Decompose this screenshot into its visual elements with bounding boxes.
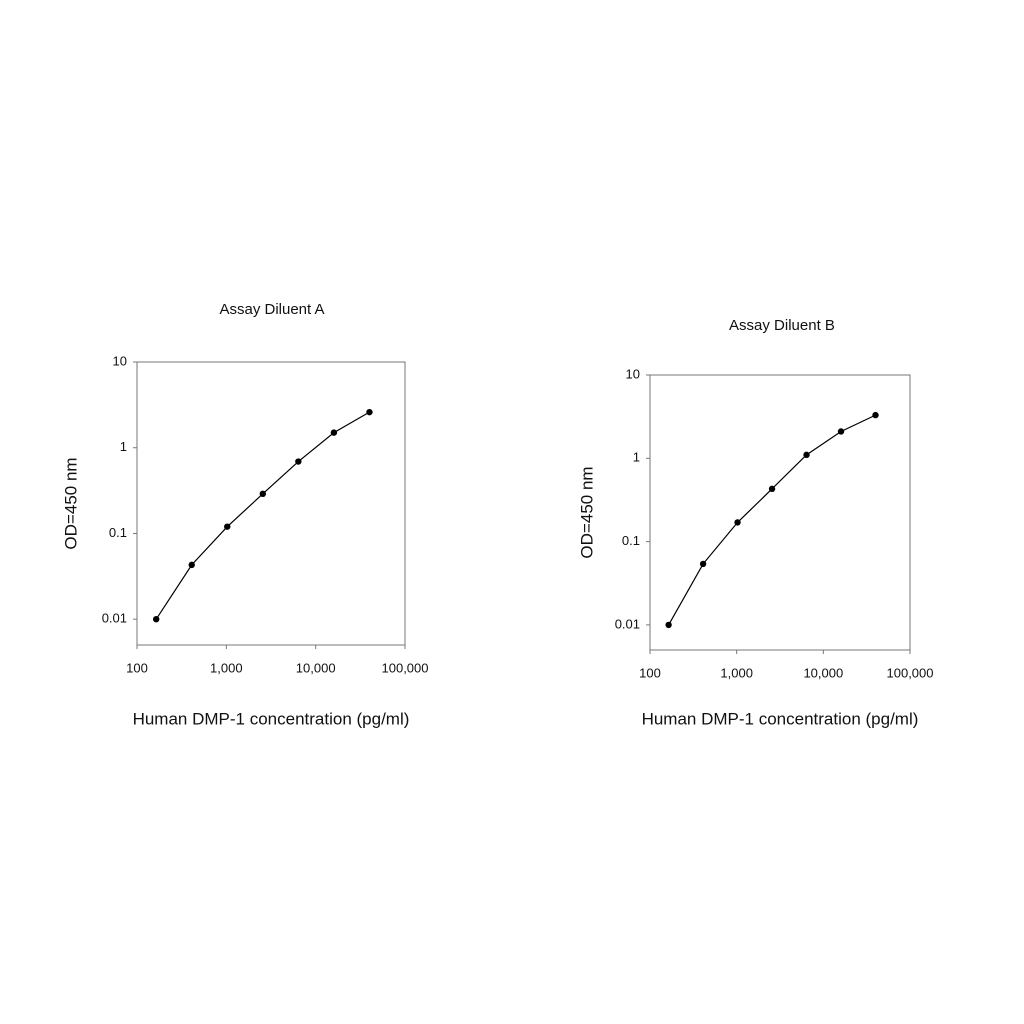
y-tick-label: 10 xyxy=(626,366,640,381)
data-point xyxy=(224,523,231,530)
data-point xyxy=(366,408,373,416)
data-point xyxy=(665,621,672,629)
plot-frame xyxy=(649,374,911,651)
data-point xyxy=(152,615,160,623)
y-axis-label: OD=450 nm xyxy=(577,466,596,558)
y-tick-label: 1 xyxy=(633,450,640,465)
data-point xyxy=(699,560,707,568)
chart-title: Assay Diluent A xyxy=(219,301,324,318)
x-tick-label: 1,000 xyxy=(720,665,753,680)
x-tick-label: 100,000 xyxy=(382,660,429,675)
data-point xyxy=(837,428,845,435)
x-tick-label: 100,000 xyxy=(887,665,934,680)
x-axis-label: Human DMP-1 concentration (pg/ml) xyxy=(642,709,919,728)
plot-frame xyxy=(136,361,406,646)
data-point xyxy=(872,411,879,419)
data-point xyxy=(330,429,338,436)
data-point xyxy=(188,561,195,569)
data-point xyxy=(259,490,267,498)
x-tick-label: 100 xyxy=(126,660,148,675)
y-tick-label: 0.01 xyxy=(615,616,640,631)
y-tick-label: 0.1 xyxy=(622,533,640,548)
data-point xyxy=(734,519,741,526)
y-tick-label: 0.01 xyxy=(102,611,127,626)
x-tick-label: 1,000 xyxy=(210,660,243,675)
y-tick-label: 0.1 xyxy=(109,525,127,540)
y-axis-label: OD=450 nm xyxy=(61,457,80,549)
data-line xyxy=(155,411,370,620)
x-tick-label: 10,000 xyxy=(296,660,336,675)
x-tick-label: 100 xyxy=(639,665,661,680)
data-point xyxy=(295,458,302,465)
y-tick-label: 1 xyxy=(120,439,127,454)
data-point xyxy=(803,451,810,459)
data-point xyxy=(768,485,776,493)
y-tick-label: 10 xyxy=(113,353,127,368)
data-line xyxy=(668,414,876,626)
x-tick-label: 10,000 xyxy=(803,665,843,680)
x-axis-label: Human DMP-1 concentration (pg/ml) xyxy=(133,709,410,728)
chart-title: Assay Diluent B xyxy=(729,317,835,334)
